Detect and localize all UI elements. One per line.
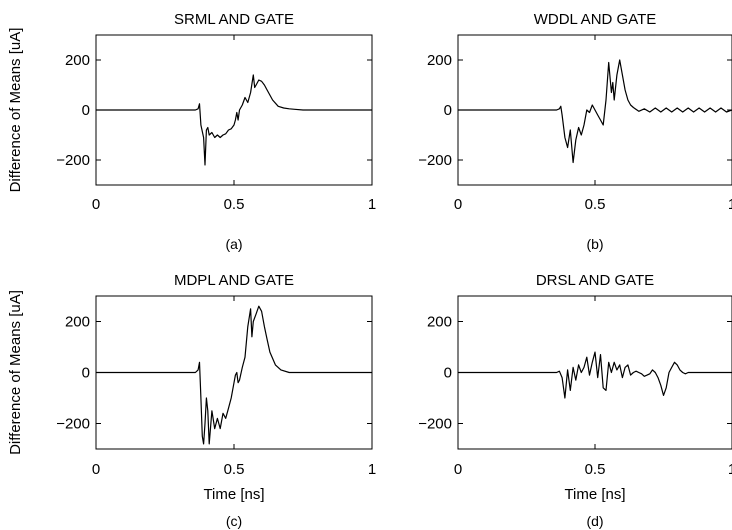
y-tick-label: 200 — [65, 52, 90, 69]
y-axis-label: Difference of Means [uA] — [7, 28, 24, 193]
x-axis-label: Time [ns] — [564, 486, 625, 503]
y-tick-label: −200 — [56, 416, 90, 433]
y-tick-label: 200 — [65, 314, 90, 331]
panel-caption: (b) — [586, 236, 603, 252]
y-tick-label: −200 — [56, 152, 90, 169]
x-tick-label: 0.5 — [224, 461, 245, 478]
x-tick-label: 1 — [728, 461, 732, 478]
panel-b: WDDL AND GATE 0 0.5 1 200 0 −200 (b) — [418, 11, 732, 252]
panel-title: WDDL AND GATE — [534, 11, 657, 28]
panel-caption: (c) — [226, 513, 242, 529]
x-tick-label: 0.5 — [224, 196, 245, 213]
panel-title: MDPL AND GATE — [174, 272, 294, 289]
series-line — [458, 59, 732, 164]
series-line — [96, 74, 372, 166]
x-tick-label: 0 — [454, 196, 462, 213]
y-tick-label: 0 — [444, 365, 452, 382]
panel-d: DRSL AND GATE 0 0.5 1 200 0 −200 Time [ns] (d) — [418, 272, 732, 529]
x-tick-label: 1 — [728, 196, 732, 213]
panel-caption: (a) — [225, 236, 242, 252]
x-tick-label: 0 — [92, 461, 100, 478]
panel-title: DRSL AND GATE — [536, 272, 654, 289]
x-tick-label: 1 — [368, 461, 376, 478]
y-tick-label: 0 — [444, 102, 452, 119]
y-tick-label: 0 — [82, 102, 90, 119]
panel-c: MDPL AND GATE 0 0.5 1 200 0 −200 Difference of … — [7, 272, 376, 529]
panel-title: SRML AND GATE — [174, 11, 294, 28]
x-tick-label: 1 — [368, 196, 376, 213]
y-tick-label: 200 — [427, 52, 452, 69]
panel-a: SRML AND GATE 0 0.5 1 200 0 −200 Difference of … — [7, 11, 376, 252]
x-axis-label: Time [ns] — [203, 486, 264, 503]
x-tick-label: 0 — [454, 461, 462, 478]
x-tick-label: 0.5 — [585, 196, 606, 213]
x-tick-label: 0 — [92, 196, 100, 213]
y-tick-label: −200 — [418, 416, 452, 433]
x-tick-label: 0.5 — [585, 461, 606, 478]
y-tick-label: 0 — [82, 365, 90, 382]
panel-caption: (d) — [586, 513, 603, 529]
series-line — [96, 305, 372, 445]
y-axis-label: Difference of Means [uA] — [7, 290, 24, 455]
series-line — [458, 351, 732, 399]
y-tick-label: 200 — [427, 314, 452, 331]
y-tick-label: −200 — [418, 152, 452, 169]
